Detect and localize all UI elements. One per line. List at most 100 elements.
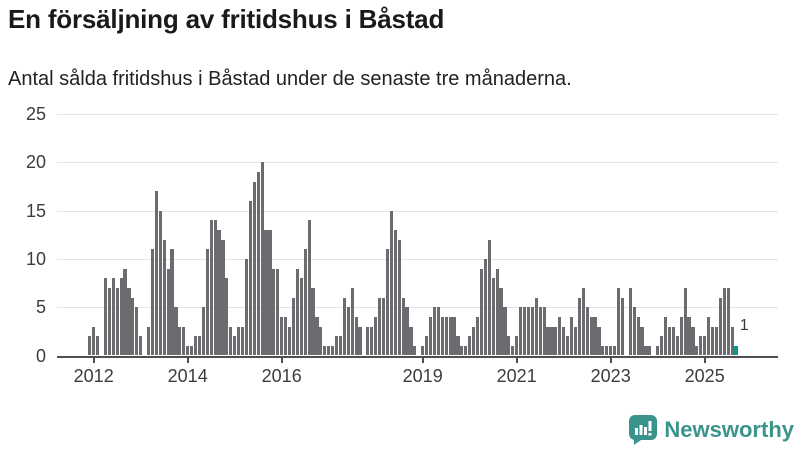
bar xyxy=(648,345,652,356)
y-axis-tick-label: 5 xyxy=(35,297,46,318)
bar xyxy=(397,239,401,356)
bar xyxy=(401,297,405,356)
bar xyxy=(291,297,296,356)
bar xyxy=(378,297,382,356)
bar xyxy=(679,316,683,356)
bar xyxy=(139,336,143,356)
bar xyxy=(718,297,722,356)
bar xyxy=(691,326,695,356)
bar xyxy=(190,345,194,356)
x-axis-tick-mark xyxy=(421,357,424,363)
bar xyxy=(350,287,354,356)
bar xyxy=(205,249,209,356)
newsworthy-logo-link[interactable]: Newsworthy xyxy=(628,414,794,445)
gridline xyxy=(57,113,778,115)
bar xyxy=(421,345,425,356)
bar xyxy=(628,287,632,356)
bar xyxy=(675,336,679,356)
bar xyxy=(92,326,96,356)
bar xyxy=(354,316,358,356)
bar xyxy=(166,268,170,356)
bar xyxy=(201,307,205,356)
bar xyxy=(499,287,503,356)
bar xyxy=(284,316,288,356)
bar xyxy=(613,345,617,356)
bar xyxy=(334,336,339,356)
bar xyxy=(237,326,241,356)
bar xyxy=(640,326,644,356)
bar xyxy=(381,297,386,356)
x-axis-tick-label: 2014 xyxy=(167,366,208,386)
bar xyxy=(683,287,687,356)
bar xyxy=(475,316,480,356)
x-axis-tick-mark xyxy=(186,357,189,363)
bar xyxy=(252,181,256,356)
bar xyxy=(311,287,315,356)
bar xyxy=(299,278,303,356)
bar xyxy=(315,316,319,356)
bar xyxy=(186,345,190,356)
bar xyxy=(342,297,346,356)
last-value-label: 1 xyxy=(739,316,749,334)
bar xyxy=(530,307,534,356)
bar xyxy=(221,239,225,356)
bar xyxy=(135,307,139,356)
bar xyxy=(538,307,542,356)
bar xyxy=(276,268,280,356)
bar xyxy=(213,220,217,356)
bar xyxy=(566,336,570,356)
bar xyxy=(127,287,131,356)
bar xyxy=(609,345,613,356)
bar xyxy=(483,258,487,356)
bar xyxy=(374,316,378,356)
bar xyxy=(687,316,691,356)
bar xyxy=(456,336,460,356)
bar xyxy=(440,316,444,356)
bar xyxy=(268,229,272,356)
gridline xyxy=(57,307,778,309)
bar xyxy=(730,326,734,356)
bar xyxy=(385,249,390,356)
bar xyxy=(660,336,664,356)
x-axis-tick-label: 2021 xyxy=(496,366,537,386)
bar xyxy=(569,316,574,356)
bar xyxy=(667,326,672,356)
bar xyxy=(597,326,601,356)
bar xyxy=(472,326,476,356)
bar xyxy=(389,210,393,356)
x-axis-line xyxy=(57,355,778,358)
bar xyxy=(413,345,417,356)
bar xyxy=(593,316,597,356)
bar xyxy=(107,287,111,356)
bar xyxy=(636,316,640,356)
x-axis-tick-label: 2023 xyxy=(590,366,631,386)
newsworthy-icon xyxy=(628,414,658,445)
bar xyxy=(585,307,589,356)
bar xyxy=(448,316,452,356)
bar xyxy=(656,345,660,356)
bar xyxy=(162,239,166,356)
bar xyxy=(272,268,276,356)
bar xyxy=(178,326,182,356)
bar xyxy=(307,220,311,356)
bar xyxy=(303,249,307,356)
bar xyxy=(405,307,409,356)
bar xyxy=(146,326,151,356)
bar xyxy=(710,326,715,356)
bar xyxy=(616,287,621,356)
bar xyxy=(460,345,464,356)
bar xyxy=(225,278,229,356)
bar xyxy=(217,229,221,356)
x-axis-tick-mark xyxy=(280,357,283,363)
bar xyxy=(319,326,323,356)
bar xyxy=(366,326,370,356)
y-axis-tick-label: 10 xyxy=(25,248,46,269)
bar xyxy=(436,307,440,356)
bar xyxy=(260,162,264,356)
bar xyxy=(726,287,730,356)
x-axis-tick-label: 2012 xyxy=(73,366,114,386)
bar xyxy=(131,297,135,356)
bar xyxy=(256,171,260,356)
bar xyxy=(495,268,499,356)
y-axis-tick-label: 15 xyxy=(25,200,46,221)
